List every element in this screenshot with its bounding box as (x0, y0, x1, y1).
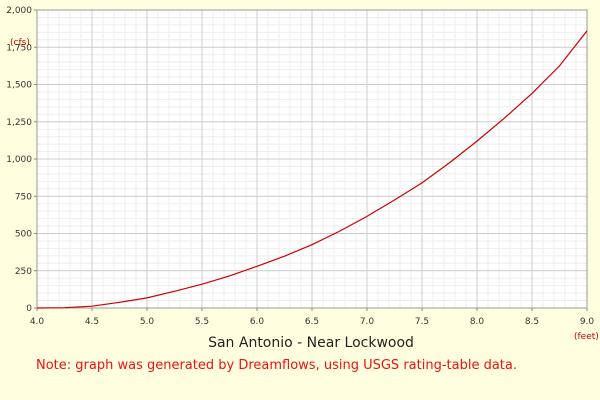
x-tick-label: 6.0 (250, 317, 265, 327)
y-tick-label: 1,500 (6, 81, 32, 91)
x-axis-unit: (feet) (574, 332, 599, 342)
y-tick-label: 1,000 (6, 155, 32, 165)
y-axis-ticks: 0 250 500 750 1,000 1,250 1,500 1,750 2,000 (6, 6, 37, 314)
x-axis-ticks: 4.0 4.5 5.0 5.5 6.0 6.5 7.0 7.5 8.0 8.5 9.0 (30, 308, 595, 327)
y-tick-label: 2,000 (6, 6, 32, 16)
x-tick-label: 6.5 (305, 317, 319, 327)
y-tick-label: 750 (15, 192, 32, 202)
x-tick-label: 8.5 (525, 317, 539, 327)
rating-curve-line (36, 30, 588, 309)
x-tick-label: 8.0 (470, 317, 485, 327)
y-tick-label: 1,250 (6, 118, 32, 128)
y-tick-label: 0 (26, 304, 32, 314)
x-tick-label: 4.0 (30, 317, 45, 327)
x-tick-label: 5.5 (195, 317, 209, 327)
x-tick-label: 4.5 (85, 317, 99, 327)
y-tick-label: 500 (15, 230, 32, 240)
y-tick-label: 1,750 (6, 43, 32, 53)
y-tick-label: 250 (15, 267, 32, 277)
series-layer (36, 30, 588, 309)
data-source-note: Note: graph was generated by Dreamflows,… (36, 358, 517, 373)
x-tick-label: 7.5 (415, 317, 429, 327)
x-tick-label: 7.0 (360, 317, 375, 327)
x-tick-label: 9.0 (580, 317, 595, 327)
y-axis-unit: (cfs) (10, 38, 30, 48)
chart-title: San Antonio - Near Lockwood (208, 335, 414, 351)
x-tick-label: 5.0 (140, 317, 155, 327)
